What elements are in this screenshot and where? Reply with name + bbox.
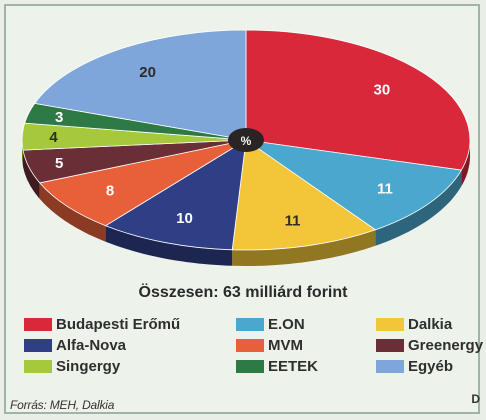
slice-value-label-1: 11	[377, 180, 393, 197]
legend-item: Budapesti Erőmű	[24, 316, 180, 333]
pie-slice-2	[231, 139, 377, 251]
legend-label: EETEK	[268, 358, 319, 375]
total-label: Összesen: 63 milliárd forint	[138, 284, 348, 301]
legend-item: MVM	[236, 337, 303, 354]
center-hub	[228, 128, 264, 152]
legend-item: Greenergy	[376, 337, 483, 354]
corner-mark: D	[471, 392, 480, 406]
legend-label: Greenergy	[408, 337, 484, 354]
slice-value-label-6: 4	[49, 129, 58, 146]
legend-label: Singergy	[56, 358, 121, 375]
legend-item: E.ON	[236, 316, 305, 333]
slice-value-label-5: 5	[55, 155, 63, 172]
legend-item: Egyéb	[376, 358, 453, 375]
pie-slice-8	[34, 29, 247, 141]
legend-swatch	[24, 318, 52, 331]
legend-swatch	[236, 318, 264, 331]
center-unit-label: %	[241, 134, 252, 148]
slice-value-label-3: 10	[176, 210, 193, 227]
legend-swatch	[236, 360, 264, 373]
source-note: Forrás: MEH, Dalkia	[10, 398, 115, 412]
legend-swatch	[24, 360, 52, 373]
pie-side-1	[375, 170, 462, 246]
legend-swatch	[376, 360, 404, 373]
legend-label: Alfa-Nova	[56, 337, 127, 354]
legend-swatch	[376, 339, 404, 352]
pie-side-4	[39, 182, 106, 242]
pie-slice-1	[245, 139, 463, 231]
legend-swatch	[236, 339, 264, 352]
legend-swatch	[24, 339, 52, 352]
pie-label-layer: 30 11 11 10 8 5 4 3 20	[49, 64, 393, 230]
slice-value-label-4: 8	[106, 182, 114, 199]
pie-slice-4	[38, 139, 247, 227]
legend-item: Dalkia	[376, 316, 452, 333]
pie-chart: 30 11 11 10 8 5 4 3 20 %	[21, 29, 471, 266]
pie-side-0	[461, 140, 470, 187]
legend-item: EETEK	[236, 358, 318, 375]
pie-depth-layer	[22, 140, 470, 266]
pie-side-3	[105, 225, 233, 266]
pie-top-layer	[21, 29, 471, 251]
slice-value-label-2: 11	[285, 212, 301, 229]
legend-label: Budapesti Erőmű	[56, 316, 181, 333]
legend-label: E.ON	[268, 316, 305, 333]
pie-slice-3	[104, 139, 247, 251]
pie-side-5	[23, 150, 40, 199]
legend-label: Dalkia	[408, 316, 453, 333]
pie-side-2	[232, 229, 376, 266]
legend-label: Egyéb	[408, 358, 454, 375]
slice-value-label-8: 20	[139, 64, 156, 81]
legend-swatch	[376, 318, 404, 331]
slice-value-label-7: 3	[55, 109, 63, 126]
pie-slice-0	[245, 29, 471, 171]
legend-item: Singergy	[24, 358, 120, 375]
legend-item: Alfa-Nova	[24, 337, 126, 354]
legend-label: MVM	[268, 337, 303, 354]
slice-value-label-0: 30	[374, 82, 391, 99]
